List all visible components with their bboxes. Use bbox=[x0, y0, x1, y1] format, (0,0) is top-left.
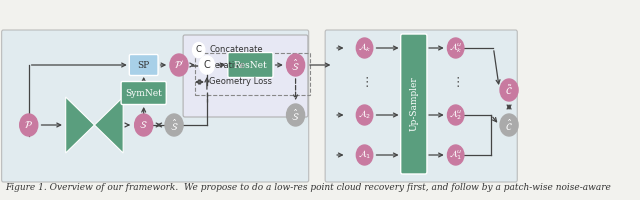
Circle shape bbox=[356, 38, 372, 58]
Polygon shape bbox=[95, 97, 123, 153]
Text: $\mathcal{S}$: $\mathcal{S}$ bbox=[140, 119, 148, 130]
Text: $\hat{\mathcal{C}}$: $\hat{\mathcal{C}}$ bbox=[505, 117, 513, 133]
Text: $\mathcal{P}'$: $\mathcal{P}'$ bbox=[174, 59, 184, 71]
Circle shape bbox=[356, 105, 372, 125]
FancyBboxPatch shape bbox=[325, 30, 517, 182]
Circle shape bbox=[200, 56, 214, 74]
Text: $\mathcal{A}_1$: $\mathcal{A}_1$ bbox=[358, 149, 371, 161]
FancyBboxPatch shape bbox=[121, 82, 166, 104]
Text: $\vdots$: $\vdots$ bbox=[451, 75, 460, 89]
Text: $\mathcal{A}_k^u$: $\mathcal{A}_k^u$ bbox=[449, 41, 463, 55]
Text: $\mathcal{A}_k$: $\mathcal{A}_k$ bbox=[358, 42, 371, 54]
Circle shape bbox=[165, 114, 183, 136]
Text: C: C bbox=[204, 60, 211, 70]
Text: $\tilde{\mathcal{C}}$: $\tilde{\mathcal{C}}$ bbox=[505, 83, 513, 97]
Circle shape bbox=[447, 105, 464, 125]
Circle shape bbox=[20, 114, 38, 136]
Circle shape bbox=[170, 54, 188, 76]
Circle shape bbox=[287, 54, 305, 76]
Text: $\vdots$: $\vdots$ bbox=[360, 75, 369, 89]
Text: Geometry Loss: Geometry Loss bbox=[209, 77, 273, 86]
FancyBboxPatch shape bbox=[129, 54, 158, 75]
Circle shape bbox=[134, 114, 153, 136]
FancyBboxPatch shape bbox=[401, 34, 427, 174]
Text: $\hat{\mathcal{S}}$: $\hat{\mathcal{S}}$ bbox=[291, 57, 300, 73]
Text: $\mathcal{A}_2$: $\mathcal{A}_2$ bbox=[358, 109, 371, 121]
Text: ResNet: ResNet bbox=[234, 60, 268, 70]
Polygon shape bbox=[66, 97, 95, 153]
Circle shape bbox=[500, 114, 518, 136]
Text: $\hat{\mathcal{S}}$: $\hat{\mathcal{S}}$ bbox=[291, 107, 300, 123]
FancyBboxPatch shape bbox=[228, 52, 273, 77]
Text: $\mathcal{A}_2^u$: $\mathcal{A}_2^u$ bbox=[449, 108, 463, 122]
Circle shape bbox=[500, 79, 518, 101]
Text: $\mathcal{A}_1^u$: $\mathcal{A}_1^u$ bbox=[449, 148, 463, 162]
Circle shape bbox=[193, 43, 205, 58]
Text: Up-Sampler: Up-Sampler bbox=[410, 77, 419, 131]
Text: C: C bbox=[196, 46, 202, 54]
Text: SP: SP bbox=[138, 60, 150, 70]
Circle shape bbox=[447, 38, 464, 58]
Circle shape bbox=[287, 104, 305, 126]
Circle shape bbox=[447, 145, 464, 165]
FancyBboxPatch shape bbox=[183, 35, 308, 117]
Text: $\mathcal{P}$: $\mathcal{P}$ bbox=[24, 119, 33, 130]
FancyBboxPatch shape bbox=[2, 30, 308, 182]
Circle shape bbox=[356, 145, 372, 165]
Text: $\hat{\mathcal{S}}$: $\hat{\mathcal{S}}$ bbox=[170, 117, 179, 133]
Text: Iterative: Iterative bbox=[209, 62, 245, 71]
Text: SymNet: SymNet bbox=[125, 88, 162, 98]
Text: Figure 1. Overview of our framework.  We propose to do a low-res point cloud rec: Figure 1. Overview of our framework. We … bbox=[5, 184, 611, 192]
Text: Concatenate: Concatenate bbox=[209, 46, 263, 54]
